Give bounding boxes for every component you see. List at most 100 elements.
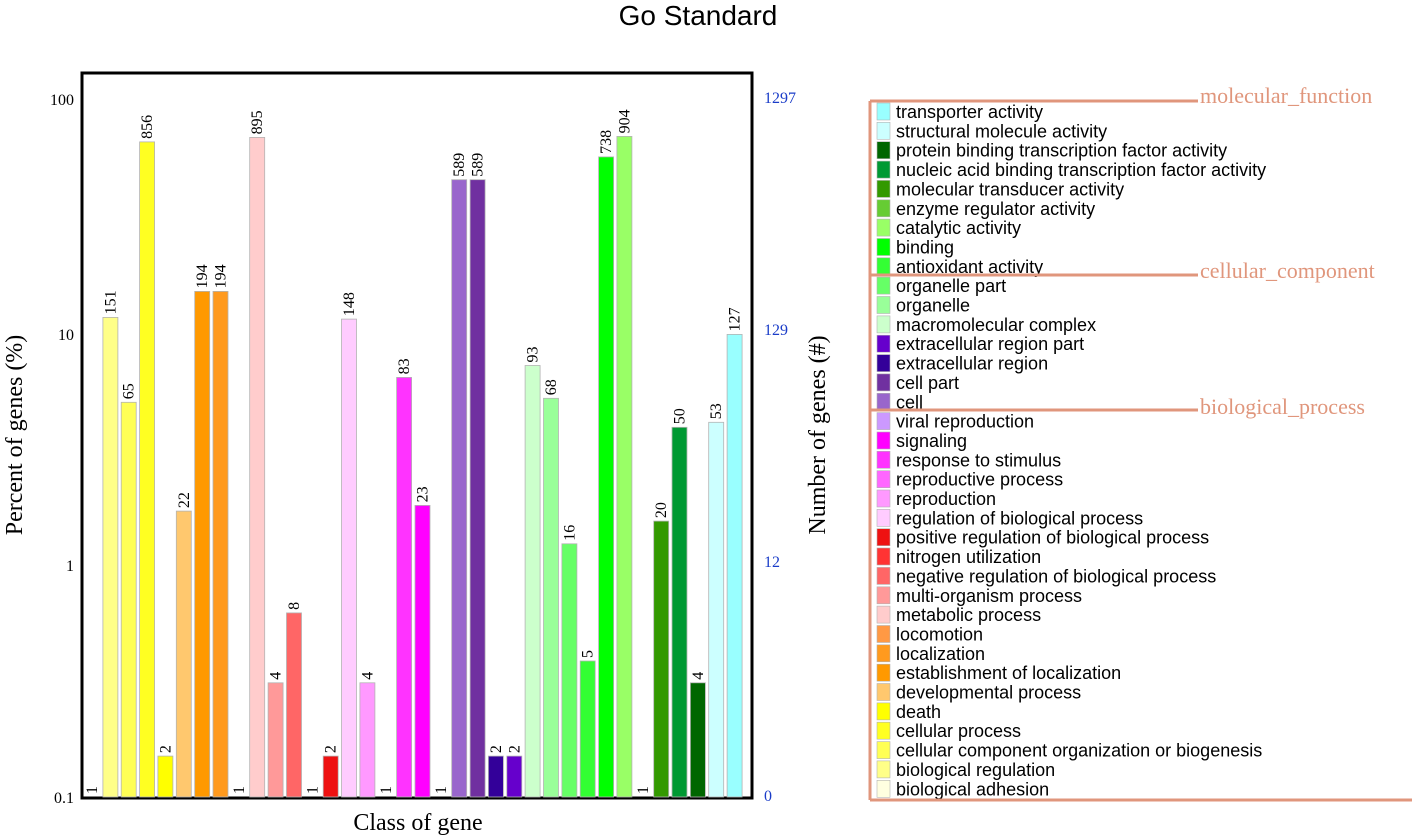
legend-label: nucleic acid binding transcription facto…	[896, 160, 1266, 180]
legend-swatch	[876, 431, 891, 450]
legend-swatch	[876, 354, 891, 372]
y-axis-label: Percent of genes (%)	[2, 335, 28, 536]
bar	[414, 504, 431, 798]
bar-value-label: 4	[359, 672, 376, 680]
legend-swatch	[876, 721, 891, 740]
bars	[102, 135, 743, 798]
plot-frame	[80, 71, 754, 800]
legend-label: signaling	[896, 431, 967, 451]
legend-swatch	[876, 276, 891, 295]
bar	[341, 318, 357, 798]
legend-swatch	[876, 528, 891, 547]
y2-axis-label: Number of genes (#)	[805, 335, 831, 534]
bar-value-label: 127	[727, 307, 744, 331]
bar	[671, 426, 688, 798]
legend-swatch	[876, 605, 891, 624]
bar-value-label: 2	[506, 745, 523, 753]
bar	[524, 365, 541, 798]
y-axis-ticks: 100 10 1 0.1	[50, 92, 74, 807]
legend-swatch	[876, 683, 891, 701]
legend-label: macromolecular complex	[896, 315, 1096, 335]
y-tick-label: 1	[66, 558, 74, 575]
legend-label: catalytic activity	[896, 218, 1021, 238]
bar	[267, 682, 284, 798]
y2-tick-label: 12	[764, 554, 780, 571]
bar	[139, 141, 156, 798]
legend-label: reproduction	[896, 489, 996, 509]
legend-label: viral reproduction	[896, 412, 1034, 432]
bar-value-label: 194	[213, 264, 230, 288]
legend-label: organelle part	[896, 276, 1006, 296]
legend-label: developmental process	[896, 683, 1081, 703]
legend-swatch	[876, 296, 891, 314]
legend-label: transporter activity	[896, 102, 1043, 122]
bar	[506, 755, 523, 798]
legend-label: extracellular region	[896, 354, 1048, 374]
bar	[708, 421, 725, 798]
y2-tick-label: 129	[764, 322, 788, 339]
bar	[157, 755, 174, 798]
bar-value-label: 2	[323, 745, 340, 753]
bar-value-label: 738	[598, 130, 615, 154]
legend-label: response to stimulus	[896, 450, 1061, 470]
legend-label: multi-organism process	[896, 586, 1082, 606]
bar	[175, 510, 192, 798]
bar-value-label: 194	[194, 264, 211, 288]
legend-label: biological regulation	[896, 760, 1055, 780]
legend-label: binding	[896, 238, 954, 258]
group-brackets: molecular_function cellular_component bi…	[868, 83, 1412, 802]
legend-swatch	[876, 470, 891, 489]
bar-value-label: 50	[672, 408, 689, 424]
legend-swatch	[876, 567, 891, 585]
legend-swatch	[876, 102, 891, 121]
legend-label: enzyme regulator activity	[896, 199, 1095, 219]
bar-value-label: 151	[102, 290, 119, 314]
y-tick-label: 10	[58, 327, 74, 344]
bar-value-label: 20	[653, 502, 670, 518]
bar-value-label: 16	[561, 525, 578, 541]
legend-label: organelle	[896, 296, 970, 316]
bar	[726, 333, 743, 798]
legend-swatch	[876, 547, 891, 566]
bar	[396, 376, 413, 798]
legend-swatch	[876, 450, 891, 469]
bar	[690, 682, 706, 798]
legend-label: extracellular region part	[896, 334, 1084, 354]
legend-label: protein binding transcription factor act…	[896, 141, 1227, 161]
y-tick-label: 100	[50, 92, 74, 109]
bar	[249, 136, 266, 798]
legend-label: structural molecule activity	[896, 121, 1107, 141]
y-tick-label: 0.1	[54, 790, 74, 807]
bar	[616, 135, 633, 798]
group-label-biological-process: biological_process	[1200, 394, 1365, 419]
legend-label: localization	[896, 644, 985, 664]
legend-swatch	[876, 741, 891, 759]
bar	[653, 520, 670, 798]
bar-value-label: 23	[415, 486, 432, 502]
bar-value-label: 589	[451, 153, 468, 177]
bar	[212, 290, 229, 798]
chart-title: Go Standard	[619, 0, 778, 31]
legend-swatch	[876, 373, 891, 392]
bar	[102, 316, 119, 798]
legend-label: cellular component organization or bioge…	[896, 741, 1262, 761]
bar-value-label: 1	[433, 786, 450, 794]
bar-value-label: 53	[708, 403, 725, 419]
y2-tick-label: 1297	[764, 90, 796, 107]
bar	[359, 682, 376, 798]
legend-swatch	[876, 586, 891, 605]
legend-swatch	[876, 218, 891, 237]
legend-swatch	[876, 257, 891, 276]
legend-label: regulation of biological process	[896, 508, 1143, 528]
legend-label: nitrogen utilization	[896, 547, 1041, 567]
group-label-cellular-component: cellular_component	[1200, 258, 1375, 283]
legend-label: molecular transducer activity	[896, 179, 1124, 199]
legend-label: death	[896, 702, 941, 722]
bar	[487, 755, 504, 798]
bar-value-label: 1	[84, 786, 101, 794]
legend-swatch	[876, 702, 891, 721]
bar	[469, 179, 486, 798]
legend-swatch	[876, 199, 891, 218]
